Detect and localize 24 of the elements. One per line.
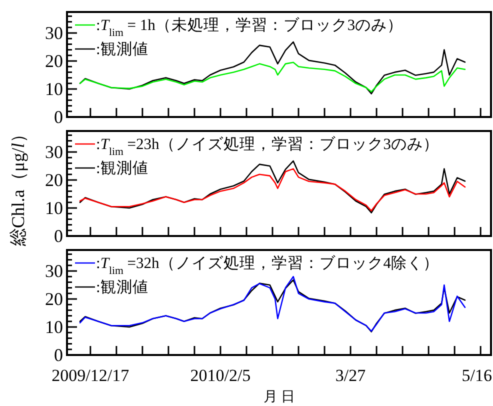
y-tick-label: 0 <box>54 107 63 127</box>
y-tick-label: 10 <box>45 79 63 99</box>
legend-label: :T$_{lim}$ = 1h（未処理，学習：ブロック3のみ） <box>96 16 404 39</box>
y-tick-label: 20 <box>45 289 63 309</box>
y-tick-label: 20 <box>45 170 63 190</box>
y-axis-title: 総Chl.a（μg/l） <box>8 124 28 248</box>
y-tick-label: 20 <box>45 51 63 71</box>
y-tick-label: 30 <box>45 142 63 162</box>
y-tick-label: 30 <box>45 261 63 281</box>
x-tick-label: 5/16 <box>462 366 492 385</box>
x-axis-title: 月 日 <box>263 390 295 405</box>
legend-label: :観測値 <box>96 159 148 177</box>
x-tick-label: 3/27 <box>335 366 366 385</box>
y-tick-label: 0 <box>54 226 63 246</box>
x-tick-label: 2010/2/5 <box>190 366 251 385</box>
y-tick-label: 0 <box>54 345 63 365</box>
legend-label: :T$_{lim}$ =32h（ノイズ処理，学習：ブロック4除く） <box>96 254 440 277</box>
legend-label: :観測値 <box>96 40 148 58</box>
x-tick-label: 2009/12/17 <box>52 366 130 385</box>
y-tick-label: 10 <box>45 198 63 218</box>
legend-label: :T$_{lim}$ =23h（ノイズ処理，学習：ブロック3のみ） <box>96 135 440 158</box>
y-tick-label: 30 <box>45 23 63 43</box>
y-tick-label: 10 <box>45 317 63 337</box>
legend-label: :観測値 <box>96 278 148 296</box>
